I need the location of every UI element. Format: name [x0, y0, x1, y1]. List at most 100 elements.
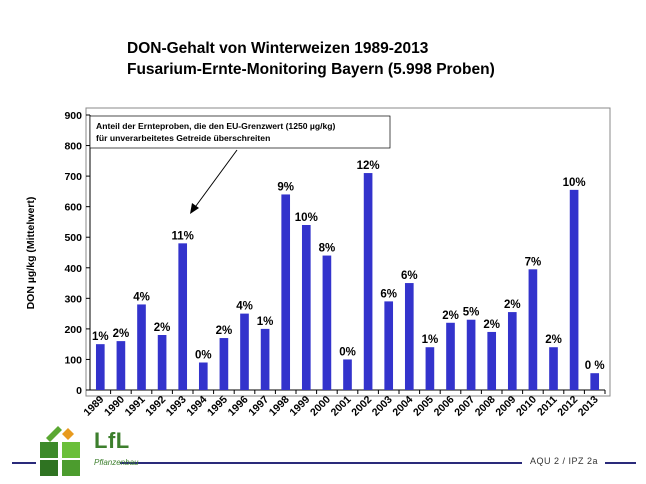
bar-1994	[198, 362, 208, 390]
x-tick-label-2003: 2003	[370, 394, 395, 419]
x-tick-label-2000: 2000	[308, 394, 333, 419]
x-tick-label-1989: 1989	[81, 394, 106, 419]
bar-2006	[446, 322, 455, 390]
chart-subtitle: Fusarium-Ernte-Monitoring Bayern (5.998 …	[127, 61, 495, 78]
x-tick-label-2002: 2002	[349, 394, 374, 419]
x-tick-label-1993: 1993	[164, 394, 189, 419]
percent-label-1995: 2%	[216, 325, 233, 337]
percent-label-1993: 11%	[172, 230, 194, 242]
y-tick-label: 300	[64, 293, 82, 305]
percent-label-2009: 2%	[504, 299, 521, 311]
percent-label-2008: 2%	[483, 319, 500, 331]
bar-2011	[549, 347, 558, 390]
bar-2013	[590, 373, 600, 390]
x-tick-label-1999: 1999	[287, 394, 312, 419]
y-tick-label: 700	[64, 171, 82, 183]
percent-label-2006: 2%	[442, 310, 459, 322]
y-tick-label: 500	[64, 232, 82, 244]
x-tick-label-2004: 2004	[390, 394, 415, 419]
logo-mark-icon	[40, 426, 80, 476]
bars	[95, 173, 606, 394]
x-tick-label-1994: 1994	[184, 394, 209, 419]
percent-label-1994: 0%	[195, 350, 212, 362]
logo-text: LfL	[94, 428, 130, 453]
percent-label-1989: 1%	[92, 331, 109, 343]
x-tick-label-2001: 2001	[329, 394, 354, 419]
bar-1998	[281, 194, 291, 390]
bar-2000	[322, 255, 332, 390]
x-tick-label-1990: 1990	[102, 394, 127, 419]
bar-1992	[157, 335, 167, 390]
percent-label-2003: 6%	[380, 288, 397, 300]
percent-label-1990: 2%	[113, 328, 130, 340]
x-tick-label-2012: 2012	[555, 394, 580, 419]
percent-label-2010: 7%	[525, 256, 542, 268]
percent-label-2013: 0 %	[585, 360, 605, 372]
bar-1997	[260, 328, 270, 390]
annotation: Anteil der Ernteproben, die den EU-Grenz…	[89, 115, 391, 214]
percent-label-2000: 8%	[319, 243, 336, 255]
percent-label-1998: 9%	[277, 181, 294, 193]
percent-label-1996: 4%	[236, 301, 253, 313]
percent-label-2001: 0%	[339, 346, 356, 358]
lfl-logo: LfL Pflanzenbau	[36, 424, 138, 479]
percent-label-1997: 1%	[257, 316, 274, 328]
x-tick-label-2011: 2011	[535, 394, 560, 419]
x-tick-label-2008: 2008	[473, 394, 498, 419]
y-tick-label: 200	[64, 324, 82, 336]
bar-1995	[219, 338, 229, 390]
percent-labels: 1% 2%4%2%11%0%2%4%1%9%10%8%0%12%6%6%1%2% 5…	[92, 160, 605, 372]
y-tick-label: 100	[64, 354, 82, 366]
bar-1996	[240, 313, 249, 390]
percent-label-2004: 6%	[401, 270, 418, 282]
annotation-box	[89, 115, 391, 149]
annotation-line-2: für unverarbeitetes Getreide überschreit…	[96, 133, 270, 143]
bar-2007	[466, 319, 476, 390]
y-tick-label: 900	[64, 110, 82, 122]
bar-1990	[116, 341, 126, 390]
x-tick-label-2005: 2005	[411, 394, 436, 419]
x-tick-label-2013: 2013	[576, 394, 601, 419]
plot-frame	[85, 107, 611, 397]
chart-title-block: DON-Gehalt von Winterweizen 1989-2013 Fu…	[127, 38, 495, 80]
y-ticks: 0 100 200 300 400 500 600 700 800 900	[64, 110, 90, 397]
percent-label-2005: 1%	[422, 334, 439, 346]
bar-2005	[425, 347, 435, 390]
x-tick-label-2010: 2010	[514, 394, 539, 419]
bar-1991	[137, 304, 146, 390]
x-tick-label-1991: 1991	[123, 394, 148, 419]
annotation-arrowhead	[190, 203, 199, 214]
chart-title: DON-Gehalt von Winterweizen 1989-2013	[127, 40, 429, 57]
x-tick-label-1992: 1992	[143, 394, 168, 419]
percent-label-2011: 2%	[545, 334, 562, 346]
bar-2001	[343, 359, 352, 390]
percent-label-2007: 5%	[463, 307, 480, 319]
bar-2008	[487, 331, 497, 390]
bar-1989	[95, 344, 105, 390]
y-tick-label: 400	[64, 263, 82, 275]
y-tick-label: 0	[76, 385, 82, 397]
x-tick-label-1998: 1998	[267, 394, 292, 419]
bar-1993	[178, 243, 188, 390]
annotation-line-1: Anteil der Ernteproben, die den EU-Grenz…	[96, 121, 336, 131]
bar-1999	[301, 225, 311, 390]
bar-2009	[507, 312, 517, 390]
percent-label-2012: 10%	[563, 177, 586, 189]
bar-2003	[384, 301, 394, 390]
x-tick-label-2007: 2007	[452, 394, 477, 419]
percent-label-1992: 2%	[154, 322, 171, 334]
x-tick-label-1997: 1997	[246, 394, 271, 419]
bar-2002	[363, 173, 373, 390]
x-tick-label-1996: 1996	[226, 394, 251, 419]
y-axis-label: DON µg/kg (Mittelwert)	[25, 197, 37, 310]
y-tick-label: 800	[64, 141, 82, 153]
x-tick-label-2006: 2006	[432, 394, 457, 419]
percent-label-2002: 12%	[357, 160, 380, 172]
logo-subtext: Pflanzenbau	[94, 458, 139, 467]
footer-reference: AQU 2 / IPZ 2a	[530, 456, 599, 466]
annotation-arrow	[192, 149, 238, 211]
percent-label-1999: 10%	[295, 212, 318, 224]
x-tick-label-1995: 1995	[205, 394, 230, 419]
x-tick-labels: 1989199019911992199319941995199619971998…	[81, 394, 601, 419]
